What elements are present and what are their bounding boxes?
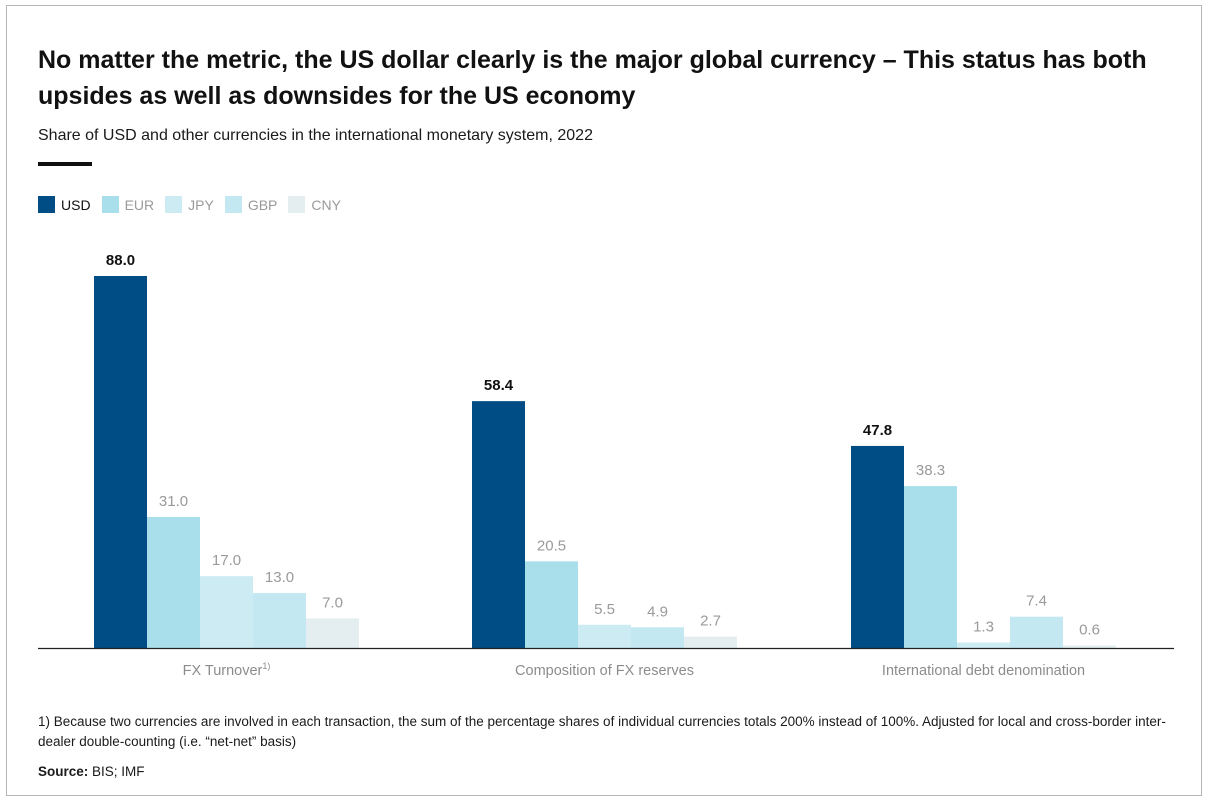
value-label-fx-turnover-eur: 31.0 <box>159 493 188 510</box>
x-tick-label-composition-of-fx-reserves: Composition of FX reserves <box>515 663 694 679</box>
value-label-international-debt-denomination-eur: 38.3 <box>916 462 945 479</box>
source-label: Source: <box>38 764 89 779</box>
value-label-composition-of-fx-reserves-jpy: 5.5 <box>594 601 615 618</box>
bar-international-debt-denomination-usd <box>851 445 904 648</box>
bar-composition-of-fx-reserves-usd <box>472 401 525 648</box>
legend-label-gbp: GBP <box>247 196 278 213</box>
title-rule <box>38 162 92 166</box>
source-text: BIS; IMF <box>88 764 145 779</box>
footnote: 1) Because two currencies are involved i… <box>38 714 1166 749</box>
legend: USD EUR JPY GBP CNY <box>38 196 352 213</box>
bar-fx-turnover-usd <box>94 276 147 648</box>
value-label-international-debt-denomination-jpy: 1.3 <box>973 619 994 636</box>
legend-item-eur: EUR <box>101 196 155 213</box>
legend-label-usd: USD <box>61 196 91 213</box>
bar-international-debt-denomination-eur <box>904 486 957 648</box>
bar-fx-turnover-cny <box>306 618 359 648</box>
legend-label-cny: CNY <box>311 196 341 213</box>
legend-swatch-jpy <box>165 196 183 213</box>
source-line: Source: BIS; IMF <box>38 764 145 779</box>
bar-composition-of-fx-reserves-cny <box>684 636 737 648</box>
value-label-international-debt-denomination-gbp: 7.4 <box>1026 593 1047 610</box>
value-label-international-debt-denomination-cny: 0.6 <box>1079 621 1100 638</box>
legend-item-gbp: GBP <box>224 196 278 213</box>
value-label-composition-of-fx-reserves-gbp: 4.9 <box>647 603 668 620</box>
bar-composition-of-fx-reserves-eur <box>525 561 578 648</box>
value-label-fx-turnover-jpy: 17.0 <box>212 552 241 569</box>
bar-fx-turnover-gbp <box>253 593 306 648</box>
legend-swatch-usd <box>38 196 55 213</box>
bar-international-debt-denomination-jpy <box>957 642 1010 648</box>
legend-label-eur: EUR <box>124 196 155 213</box>
bar-composition-of-fx-reserves-jpy <box>578 624 631 648</box>
x-tick-label-international-debt-denomination: International debt denomination <box>882 663 1085 679</box>
value-label-composition-of-fx-reserves-eur: 20.5 <box>537 537 566 554</box>
legend-swatch-gbp <box>224 196 242 213</box>
legend-item-usd: USD <box>38 196 91 213</box>
value-label-fx-turnover-gbp: 13.0 <box>265 569 294 586</box>
legend-swatch-eur <box>101 196 119 213</box>
legend-item-jpy: JPY <box>165 196 214 213</box>
value-label-fx-turnover-cny: 7.0 <box>322 594 343 611</box>
bar-fx-turnover-eur <box>147 516 200 648</box>
bar-international-debt-denomination-cny <box>1063 645 1116 648</box>
legend-item-cny: CNY <box>288 196 341 213</box>
bar-composition-of-fx-reserves-gbp <box>631 627 684 648</box>
x-tick-footnote-marker: 1) <box>262 661 270 671</box>
chart-frame <box>6 5 1202 796</box>
legend-swatch-cny <box>288 196 306 213</box>
value-label-fx-turnover-usd: 88.0 <box>106 252 135 269</box>
value-label-composition-of-fx-reserves-usd: 58.4 <box>484 377 514 394</box>
x-tick-label-fx-turnover: FX Turnover1) <box>183 661 271 679</box>
value-label-composition-of-fx-reserves-cny: 2.7 <box>700 613 721 630</box>
bar-international-debt-denomination-gbp <box>1010 616 1063 648</box>
legend-label-jpy: JPY <box>188 196 214 213</box>
bar-fx-turnover-jpy <box>200 576 253 648</box>
value-label-international-debt-denomination-usd: 47.8 <box>863 422 892 439</box>
chart-subtitle: Share of USD and other currencies in the… <box>38 127 593 144</box>
chart-title: No matter the metric, the US dollar clea… <box>38 46 1147 110</box>
